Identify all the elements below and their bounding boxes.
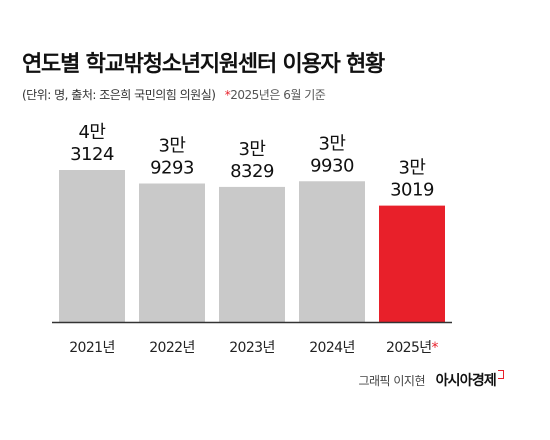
graphic-credit: 그래픽 이지현 — [358, 374, 425, 388]
category-label: 2021년 — [69, 340, 115, 356]
category-label: 2025년* — [386, 340, 439, 356]
value-label-unit: 3만 — [318, 133, 345, 154]
bar-2021년 — [59, 170, 125, 322]
bar-2022년 — [139, 183, 205, 322]
publisher-logo: 아시아경제 — [435, 373, 497, 389]
category-star-mark: * — [432, 340, 439, 356]
note-star: * — [224, 88, 231, 102]
category-label: 2024년 — [309, 340, 355, 356]
value-label-number: 9930 — [310, 155, 354, 176]
logo-mark-icon — [498, 370, 504, 379]
chart-title: 연도별 학교밖청소년지원센터 이용자 현황 — [22, 52, 385, 77]
category-label: 2022년 — [149, 340, 195, 356]
value-label-unit: 3만 — [398, 158, 425, 179]
value-label-unit: 4만 — [78, 122, 105, 143]
bar-2024년 — [299, 181, 365, 322]
value-label-unit: 3만 — [238, 139, 265, 160]
bar-2023년 — [219, 186, 285, 322]
bar-2025년 — [379, 205, 445, 322]
date-note: *2025년은 6월 기준 — [225, 88, 326, 102]
footer: 그래픽 이지현 아시아경제 — [358, 370, 504, 390]
value-label-number: 3019 — [390, 180, 434, 201]
chart-subtitle: (단위: 명, 출처: 조은희 국민의힘 의원실) *2025년은 6월 기준 — [22, 86, 326, 103]
value-label-number: 9293 — [150, 158, 194, 179]
value-label-number: 8329 — [230, 161, 274, 182]
category-label: 2023년 — [229, 340, 275, 356]
source-note: (단위: 명, 출처: 조은희 국민의힘 의원실) — [22, 88, 216, 102]
value-label-unit: 3만 — [158, 136, 185, 157]
value-label-number: 3124 — [70, 144, 114, 165]
note-text: 2025년은 6월 기준 — [230, 88, 326, 102]
